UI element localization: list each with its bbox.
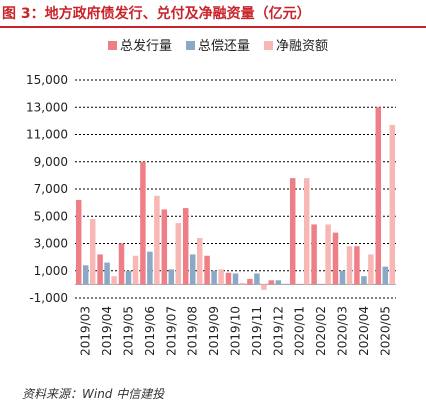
bar-2 [254,273,260,285]
bar-2 [147,251,153,285]
figure-title: 图 3：地方政府债发行、兑付及净融资量（亿元） [2,6,311,22]
bar-3 [132,255,139,285]
x-tick-label: 2020/04 [357,306,371,356]
y-tick-label: 7,000 [34,182,68,196]
y-tick-label: -1,000 [29,291,68,305]
x-tick-label: 2019/12 [271,306,285,356]
bar-chart: 总发行量 总偿还量 净融资额 -1,000 1,000 3,000 5,000 7,000 9,… [26,38,396,356]
bar-1 [204,255,210,285]
x-tick-label: 2019/05 [122,306,136,356]
bar-2 [382,266,389,285]
y-tick-label: 3,000 [34,237,68,251]
bar-1 [140,161,146,285]
title-bar: 图 3：地方政府债发行、兑付及净融资量（亿元） [0,0,426,28]
bar-1 [354,246,360,285]
legend-label-3: 净融资额 [276,39,328,54]
bar-3 [154,195,160,285]
x-tick-label: 2020/01 [293,306,307,356]
bar-2 [125,270,132,285]
bar-2 [339,270,346,285]
bar-1 [118,243,125,285]
bar-3 [303,178,310,285]
x-tick-label: 2019/10 [229,306,243,356]
y-tick-label: 9,000 [34,155,68,169]
legend-swatch-3 [264,41,273,50]
bar-1 [289,178,296,285]
x-tick-label: 2019/09 [207,306,221,356]
bar-3 [261,284,267,290]
bar-2 [211,270,217,285]
x-tick-label: 2019/03 [79,306,93,356]
bar-3 [196,238,203,285]
bar-3 [368,254,374,285]
x-tick-label: 2020/03 [336,306,350,356]
legend-label-1: 总发行量 [120,38,172,54]
bar-3 [389,124,396,285]
bar-1 [247,278,253,285]
bar-2 [189,254,196,285]
bar-2 [232,273,239,285]
bar-1 [225,272,232,285]
bar-3 [239,283,246,285]
y-tick-label: 15,000 [26,73,68,87]
source-note: 资料来源：Wind 中信建投 [22,387,165,401]
x-tick-label: 2019/11 [250,306,264,356]
y-tick-label: 13,000 [26,100,68,114]
y-tick-label: 11,000 [26,128,68,142]
x-tick-label: 2019/07 [164,306,178,356]
y-tick-label: 1,000 [34,264,68,278]
bar-1 [311,224,317,285]
legend-label-2: 总偿还量 [198,39,250,54]
bar-1 [182,208,189,285]
y-tick-label: 5,000 [34,209,68,223]
legend-swatch-1 [108,41,117,50]
bar-1 [97,254,103,285]
bar-2 [82,265,89,285]
bar-1 [75,199,82,285]
bar-3 [111,276,117,285]
bar-2 [168,269,175,285]
legend-swatch-2 [186,41,195,50]
bar-1 [268,280,275,285]
bar-3 [175,223,182,285]
bar-3 [346,246,353,285]
bar-2 [104,262,110,285]
x-tick-label: 2019/04 [100,306,114,356]
bar-1 [375,107,382,285]
x-tick-label: 2019/06 [143,306,157,356]
bar-2 [361,276,367,285]
bar-2 [275,280,282,285]
bar-1 [332,232,339,285]
x-tick-label: 2020/02 [314,306,328,356]
bar-1 [161,209,168,285]
x-tick-label: 2020/05 [378,306,392,356]
bar-3 [218,269,224,285]
bar-3 [325,224,331,285]
x-tick-label: 2019/08 [186,306,200,356]
bar-3 [89,218,96,285]
